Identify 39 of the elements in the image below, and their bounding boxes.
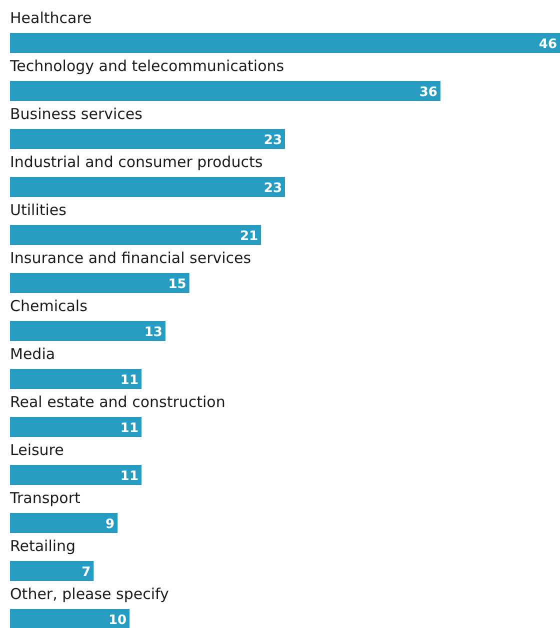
bar: [10, 81, 440, 101]
data-label: 9: [106, 517, 115, 532]
data-label: 11: [120, 373, 139, 388]
data-label: 7: [82, 565, 91, 580]
bar: [10, 33, 560, 53]
y-tick-label: Insurance and financial services: [10, 249, 252, 267]
y-tick-label: Other, please specify: [10, 585, 170, 603]
data-label: 36: [419, 85, 438, 100]
bar: [10, 465, 142, 485]
bar: [10, 129, 285, 149]
bar: [10, 417, 142, 437]
data-label: 23: [264, 133, 282, 148]
y-tick-label: Leisure: [10, 441, 64, 459]
bar: [10, 609, 130, 628]
y-tick-label: Media: [10, 345, 56, 363]
data-label: 46: [538, 37, 557, 52]
bar: [10, 321, 166, 341]
bar: [10, 177, 285, 197]
bar: [10, 369, 142, 389]
data-label: 23: [264, 181, 282, 196]
y-tick-label: Business services: [10, 105, 143, 123]
bar: [10, 273, 190, 293]
data-label: 21: [240, 229, 258, 244]
data-label: 10: [108, 613, 127, 628]
y-tick-label: Technology and telecommunications: [9, 57, 284, 75]
bar: [10, 513, 118, 533]
data-label: 11: [120, 421, 139, 436]
y-tick-label: Chemicals: [10, 297, 88, 315]
data-label: 13: [144, 325, 162, 340]
y-tick-label: Industrial and consumer products: [10, 153, 263, 171]
y-tick-label: Healthcare: [10, 9, 92, 27]
y-tick-label: Retailing: [10, 537, 76, 555]
y-tick-label: Real estate and construction: [10, 393, 226, 411]
bar: [10, 225, 262, 245]
bar: [10, 561, 94, 581]
y-tick-label: Utilities: [10, 201, 67, 219]
y-tick-label: Transport: [9, 489, 81, 507]
data-label: 11: [120, 469, 139, 484]
data-label: 15: [168, 277, 186, 292]
